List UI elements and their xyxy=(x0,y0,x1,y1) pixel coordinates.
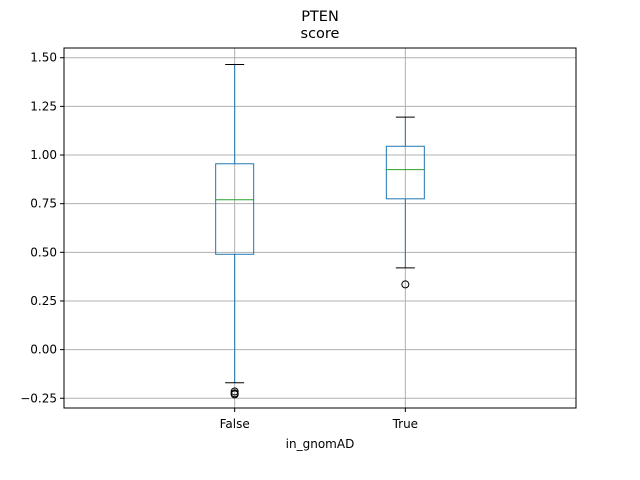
outlier-point xyxy=(401,280,410,289)
x-axis-ticks: False True xyxy=(220,408,418,431)
y-tick-label: −0.25 xyxy=(20,391,57,405)
y-axis-ticks: −0.25 0.00 0.25 0.50 0.75 1.00 1.25 1.50 xyxy=(20,51,64,405)
x-axis-label: in_gnomAD xyxy=(286,437,355,451)
box-true xyxy=(385,116,425,289)
y-tick-label: 1.25 xyxy=(30,99,57,113)
grid-lines xyxy=(64,48,576,408)
y-tick-label: 0.00 xyxy=(30,343,57,357)
iqr-box xyxy=(385,145,425,200)
outlier-point xyxy=(230,390,239,399)
y-tick-label: 1.50 xyxy=(30,51,57,65)
plot-frame xyxy=(63,47,577,409)
boxes xyxy=(215,64,425,399)
y-tick-label: 0.25 xyxy=(30,294,57,308)
chart-title: score xyxy=(300,26,340,42)
chart-suptitle: PTEN xyxy=(301,9,339,25)
x-tick-label: False xyxy=(220,417,250,431)
x-tick-label: True xyxy=(392,417,419,431)
iqr-box xyxy=(215,163,255,255)
box-false xyxy=(215,64,255,399)
y-tick-label: 0.50 xyxy=(30,245,57,259)
y-tick-label: 0.75 xyxy=(30,197,57,211)
y-tick-label: 1.00 xyxy=(30,148,57,162)
outlier-point xyxy=(230,387,239,396)
